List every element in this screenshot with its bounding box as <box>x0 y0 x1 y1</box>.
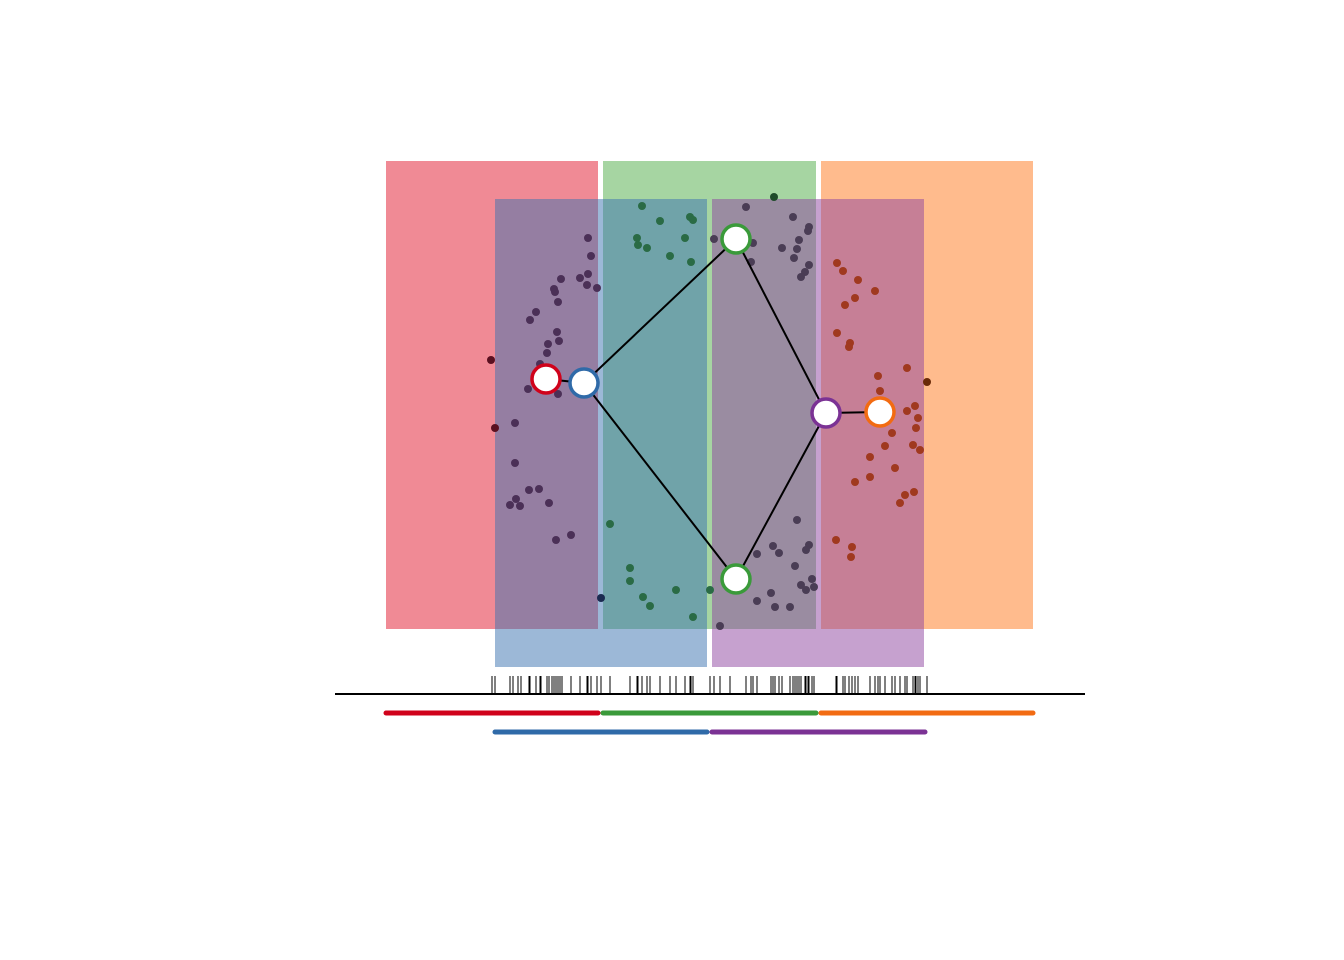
points-purple-green <box>710 203 818 630</box>
rug-ticks <box>491 676 928 693</box>
graph-nodes <box>530 223 896 595</box>
interval-bars <box>383 710 1036 735</box>
graph-edges <box>545 238 881 580</box>
node-blue <box>568 367 600 399</box>
node-green <box>720 223 752 255</box>
node-green <box>720 563 752 595</box>
points-green <box>770 193 778 201</box>
points-blue-green <box>606 202 714 621</box>
points-blue <box>597 594 605 602</box>
node-red <box>530 363 562 395</box>
edge <box>583 238 737 384</box>
points-purple-orange <box>832 259 924 561</box>
edge <box>735 412 827 580</box>
points <box>487 193 931 630</box>
node-purple <box>810 397 842 429</box>
edge <box>583 382 737 580</box>
points-red <box>487 356 499 432</box>
interval-blue <box>495 199 707 667</box>
node-orange <box>864 396 896 428</box>
points-blue-red <box>506 234 601 544</box>
points-orange <box>923 378 931 386</box>
edge <box>735 238 827 414</box>
